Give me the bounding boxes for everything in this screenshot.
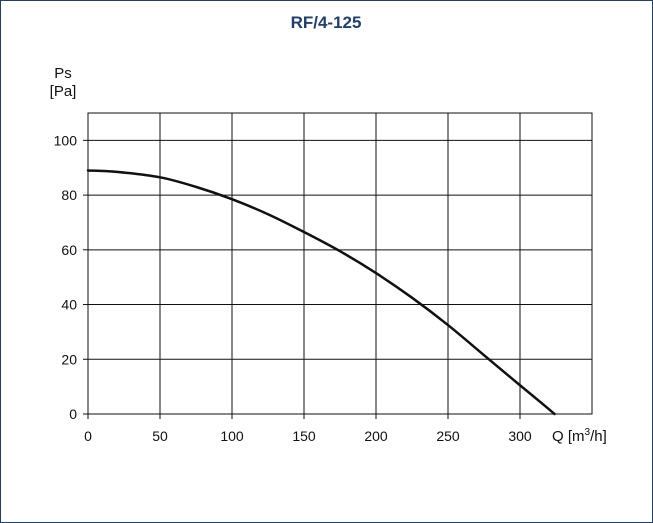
chart-title: RF/4-125 bbox=[291, 13, 362, 32]
tick-labels: 0 50 100 150 200 250 300 0 20 40 60 80 100 bbox=[54, 132, 532, 444]
y-axis-unit: [Pa] bbox=[50, 83, 77, 100]
x-tick-label: 50 bbox=[152, 428, 168, 444]
plot-area-border bbox=[87, 112, 593, 415]
x-axis-label-suffix: /h] bbox=[590, 428, 607, 445]
x-tick-label: 200 bbox=[364, 428, 388, 444]
x-tick-label: 150 bbox=[292, 428, 316, 444]
grid bbox=[87, 112, 593, 415]
series-group bbox=[86, 169, 556, 416]
x-tick-label: 300 bbox=[508, 428, 532, 444]
x-tick-label: 0 bbox=[84, 428, 92, 444]
fan-curve-line bbox=[86, 169, 556, 416]
y-tick-label: 60 bbox=[61, 242, 77, 258]
y-tick-label: 40 bbox=[61, 297, 77, 313]
y-tick-label: 0 bbox=[69, 406, 77, 422]
y-axis-label: Ps bbox=[54, 65, 72, 82]
y-tick-label: 20 bbox=[61, 351, 77, 367]
y-tick-label: 100 bbox=[54, 132, 78, 148]
x-axis-label-prefix: Q [m bbox=[552, 428, 585, 445]
x-axis-label: Q [m3/h] bbox=[552, 427, 607, 445]
y-tick-label: 80 bbox=[61, 187, 77, 203]
x-axis-label-sup: 3 bbox=[585, 427, 591, 438]
x-tick-label: 100 bbox=[220, 428, 244, 444]
x-tick-label: 250 bbox=[436, 428, 460, 444]
